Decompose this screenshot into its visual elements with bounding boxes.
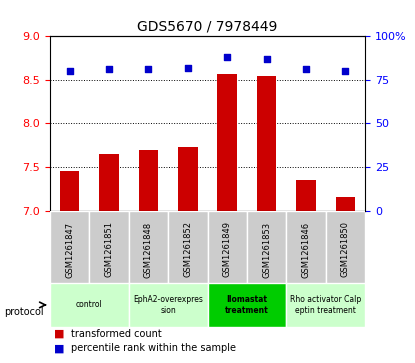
- Point: [105, 66, 112, 72]
- FancyBboxPatch shape: [326, 211, 365, 283]
- Point: [145, 66, 152, 72]
- Text: Ilomastat
treatment: Ilomastat treatment: [225, 295, 269, 315]
- FancyBboxPatch shape: [129, 283, 208, 327]
- Text: control: control: [76, 301, 103, 309]
- FancyBboxPatch shape: [129, 211, 168, 283]
- Point: [303, 66, 309, 72]
- Text: GSM1261852: GSM1261852: [183, 221, 192, 277]
- FancyBboxPatch shape: [208, 211, 247, 283]
- Text: GSM1261846: GSM1261846: [302, 221, 310, 278]
- Bar: [217, 74, 237, 211]
- Title: GDS5670 / 7978449: GDS5670 / 7978449: [137, 20, 278, 34]
- FancyBboxPatch shape: [286, 211, 326, 283]
- Text: percentile rank within the sample: percentile rank within the sample: [71, 343, 236, 354]
- FancyBboxPatch shape: [247, 211, 286, 283]
- FancyBboxPatch shape: [50, 283, 129, 327]
- Text: GSM1261851: GSM1261851: [105, 221, 113, 277]
- Text: GSM1261847: GSM1261847: [65, 221, 74, 278]
- Text: ■: ■: [54, 343, 64, 354]
- Point: [342, 68, 349, 74]
- Bar: [178, 147, 198, 211]
- Point: [224, 54, 231, 60]
- Text: EphA2-overexpres
sion: EphA2-overexpres sion: [133, 295, 203, 315]
- Text: GSM1261849: GSM1261849: [223, 221, 232, 277]
- Point: [66, 68, 73, 74]
- Text: GSM1261853: GSM1261853: [262, 221, 271, 278]
- Bar: [257, 76, 276, 211]
- Bar: [60, 171, 79, 211]
- Text: transformed count: transformed count: [71, 329, 161, 339]
- Bar: [99, 154, 119, 211]
- Bar: [296, 180, 316, 211]
- Bar: [139, 150, 158, 211]
- Text: GSM1261850: GSM1261850: [341, 221, 350, 277]
- FancyBboxPatch shape: [208, 283, 286, 327]
- Text: Rho activator Calp
eptin treatment: Rho activator Calp eptin treatment: [290, 295, 361, 315]
- Text: protocol: protocol: [4, 307, 44, 317]
- Point: [184, 65, 191, 70]
- Point: [264, 56, 270, 62]
- Bar: [336, 197, 355, 211]
- FancyBboxPatch shape: [89, 211, 129, 283]
- FancyBboxPatch shape: [168, 211, 208, 283]
- Text: GSM1261848: GSM1261848: [144, 221, 153, 278]
- FancyBboxPatch shape: [286, 283, 365, 327]
- Text: ■: ■: [54, 329, 64, 339]
- FancyBboxPatch shape: [50, 211, 89, 283]
